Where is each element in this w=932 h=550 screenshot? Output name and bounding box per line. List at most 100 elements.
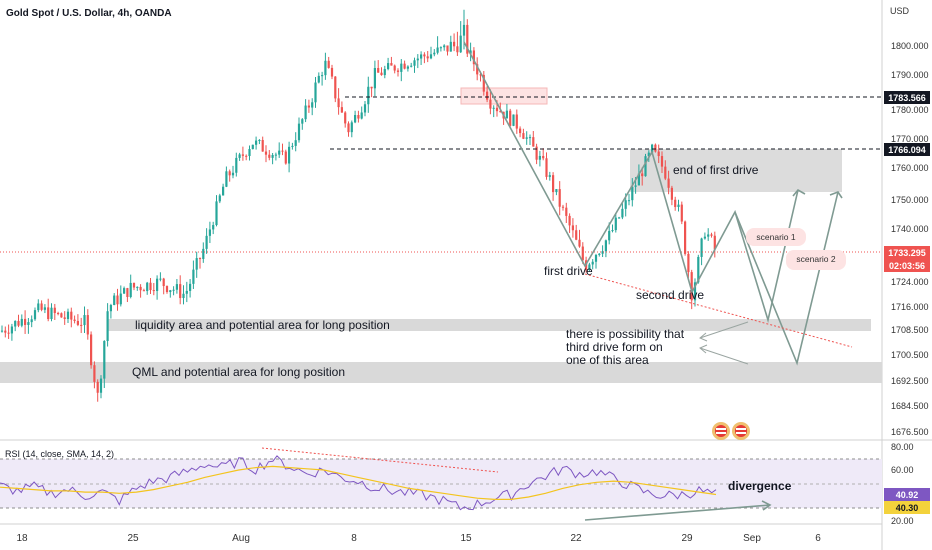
candle-body — [538, 155, 541, 160]
arrow-qml-head — [699, 344, 708, 354]
candle-body — [261, 139, 264, 152]
candle-body — [198, 258, 202, 260]
price-tick-label: 1676.500 — [891, 427, 929, 437]
candle-body — [453, 41, 456, 47]
candle-body — [278, 150, 281, 155]
candle-body — [225, 171, 228, 187]
candle-body — [80, 324, 83, 326]
candle-body — [354, 115, 357, 123]
candle-body — [456, 46, 459, 53]
candle-body — [179, 284, 182, 299]
candle-body — [274, 154, 277, 156]
candle-body — [558, 189, 561, 207]
candle-body — [152, 290, 155, 292]
candle-body — [443, 45, 446, 48]
scenario2-bubble — [786, 250, 846, 270]
candle-body — [621, 208, 624, 218]
chart-title: Gold Spot / U.S. Dollar, 4h, OANDA — [6, 8, 172, 19]
rsi-tag — [884, 501, 930, 514]
candle-body — [690, 272, 693, 301]
candle-body — [113, 295, 116, 306]
price-tick-label: 1780.000 — [891, 105, 929, 115]
candle-body — [561, 206, 565, 208]
flag-icon — [732, 422, 750, 440]
price-tick-label: 1750.000 — [891, 195, 929, 205]
candle-body — [248, 149, 251, 157]
rsi-line — [0, 455, 717, 511]
candle-body — [195, 258, 198, 270]
candle-body — [604, 240, 607, 252]
candle-body — [350, 122, 353, 133]
candle-body — [588, 264, 591, 270]
candle-body — [106, 311, 109, 342]
price-tick-label: 1724.000 — [891, 277, 929, 287]
second-drive-label: second drive — [636, 288, 704, 302]
candle-body — [50, 307, 53, 320]
candle-body — [231, 172, 235, 176]
rsi-lines — [0, 455, 717, 511]
candle-body — [624, 200, 627, 209]
candle-body — [43, 307, 46, 310]
candle-body — [486, 91, 489, 100]
rsi-tag-label: 40.30 — [896, 503, 919, 513]
qml-zone — [0, 362, 882, 383]
scenario2-path — [734, 191, 839, 366]
flag-icon — [712, 422, 730, 440]
candle-body — [429, 54, 433, 59]
candle-body — [76, 320, 79, 325]
candle-body — [400, 63, 403, 72]
candle-body — [677, 204, 680, 208]
candle-body — [482, 74, 485, 92]
candle-body — [212, 225, 215, 230]
candle-body — [552, 175, 555, 193]
candle-body — [119, 293, 122, 305]
candle-body — [321, 75, 324, 77]
candle-body — [235, 157, 238, 173]
candles — [0, 9, 716, 402]
candle-body — [357, 115, 360, 119]
scenario1-bubble — [746, 228, 806, 246]
candle-body — [594, 254, 598, 262]
third-drive-note-3: one of this area — [566, 353, 649, 367]
candle-body — [301, 119, 304, 124]
rsi-divergence-line — [584, 504, 771, 521]
candle-body — [618, 217, 621, 219]
end-first-drive-label: end of first drive — [673, 163, 759, 177]
candle-body — [136, 286, 139, 288]
candle-body — [476, 64, 479, 75]
price-axis: 1800.000 1790.000 1780.000 1770.000 1760.000… — [884, 41, 930, 526]
candle-body — [363, 104, 367, 113]
candle-body — [53, 307, 56, 314]
candle-body — [96, 381, 99, 393]
candle-body — [63, 317, 66, 319]
price-tag — [884, 259, 930, 272]
price-tick-label: 1716.000 — [891, 302, 929, 312]
candle-body — [571, 225, 574, 231]
time-tick-label: 25 — [127, 533, 139, 544]
price-tag-label: 1783.566 — [888, 93, 926, 103]
candle-body — [420, 54, 423, 59]
price-tick-label: 1684.500 — [891, 401, 929, 411]
candle-body — [185, 290, 188, 294]
candle-body — [393, 65, 396, 71]
price-tick-label: 1708.500 — [891, 325, 929, 335]
candle-body — [172, 289, 175, 291]
candle-body — [208, 229, 211, 236]
candle-body — [241, 154, 244, 156]
candle-body — [47, 307, 50, 320]
candle-body — [433, 52, 436, 55]
candle-body — [182, 293, 185, 299]
candle-body — [423, 54, 426, 57]
candle-body — [532, 137, 535, 147]
candle-body — [238, 154, 241, 158]
candle-body — [664, 166, 667, 179]
candle-body — [608, 230, 611, 241]
candle-body — [670, 187, 673, 200]
candle-body — [466, 24, 469, 54]
candle-body — [657, 151, 660, 157]
candle-body — [426, 56, 429, 59]
candle-body — [591, 261, 594, 265]
rsi-tick-label: 80.00 — [891, 442, 914, 452]
candle-body — [307, 105, 310, 108]
time-tick-label: 6 — [815, 533, 821, 544]
